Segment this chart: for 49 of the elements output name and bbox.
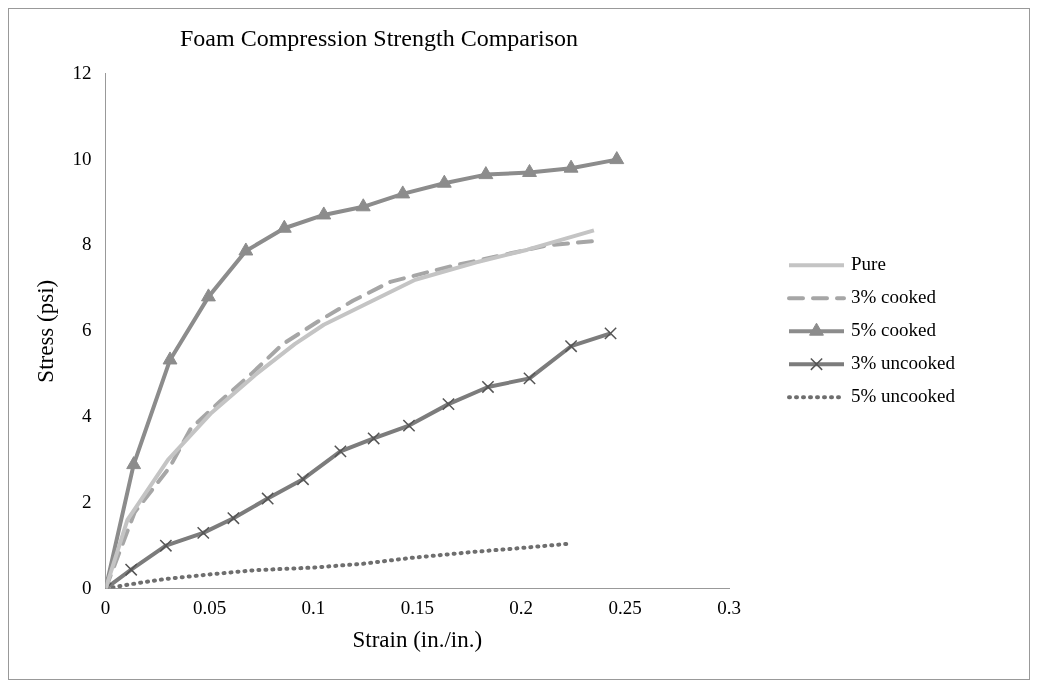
point <box>196 526 210 540</box>
point <box>367 432 381 445</box>
x-tick-label: 0.15 <box>400 596 434 618</box>
point <box>604 326 617 340</box>
legend-label: 3% cooked <box>851 286 937 308</box>
point <box>355 198 371 212</box>
y-tick-label: 4 <box>82 404 93 426</box>
point <box>334 444 347 458</box>
y-tick-label: 2 <box>82 490 92 512</box>
point <box>563 159 579 173</box>
point <box>238 242 254 256</box>
x-tick-label: 0 <box>100 596 111 618</box>
y-tick-label: 10 <box>72 147 92 169</box>
point <box>261 492 275 505</box>
x-axis-title: Strain (in./in.) <box>352 627 483 653</box>
point <box>436 174 452 188</box>
y-tick-label: 8 <box>82 233 92 255</box>
point <box>124 563 138 577</box>
point <box>481 380 495 394</box>
x-tick-label: 0.25 <box>608 596 642 618</box>
point <box>523 371 536 385</box>
x-tick-label: 0.1 <box>301 596 326 618</box>
y-tick-label: 12 <box>72 61 92 83</box>
point <box>395 185 411 199</box>
point <box>609 151 625 165</box>
point <box>201 288 216 302</box>
legend-label: 3% uncooked <box>851 352 956 374</box>
point <box>478 166 494 180</box>
chart-title: Foam Compression Strength Comparison <box>180 24 578 51</box>
legend-label: Pure <box>851 253 886 275</box>
point <box>162 351 178 365</box>
point <box>522 163 537 177</box>
point <box>276 219 292 233</box>
x-tick-label: 0.3 <box>717 596 741 618</box>
point <box>442 397 455 411</box>
y-axis-title: Stress (psi) <box>32 279 58 383</box>
legend-label: 5% uncooked <box>851 385 956 407</box>
point <box>316 206 332 220</box>
point <box>296 472 310 486</box>
x-tick-label: 0.05 <box>192 596 227 618</box>
legend-label: 5% cooked <box>851 319 937 341</box>
y-tick-label: 0 <box>82 576 92 598</box>
point <box>402 419 416 432</box>
x-tick-label: 0.2 <box>509 596 534 618</box>
point <box>226 511 240 525</box>
y-tick-label: 6 <box>82 319 92 341</box>
point <box>159 539 173 553</box>
point <box>564 339 578 353</box>
point <box>126 456 142 470</box>
